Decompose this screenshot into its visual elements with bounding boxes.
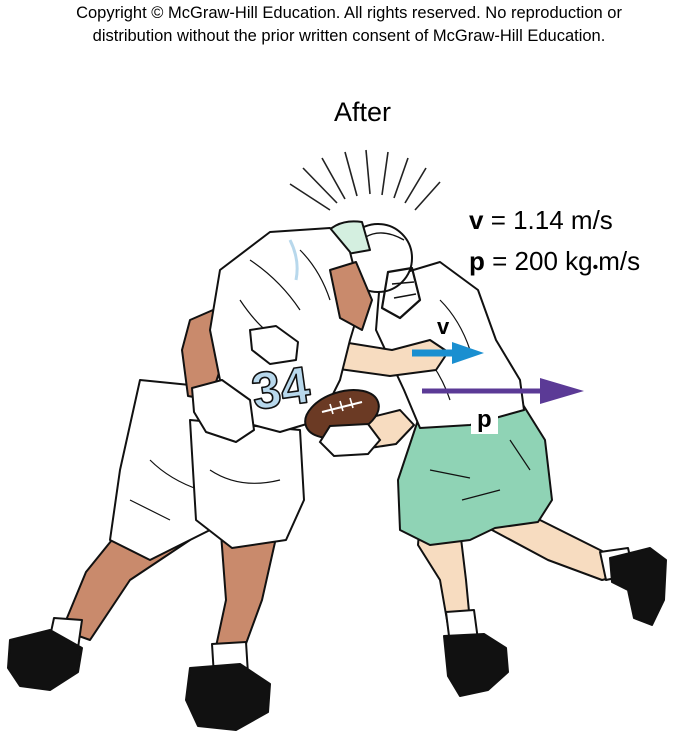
football-icon xyxy=(304,389,382,458)
tackler-left-shoe xyxy=(7,629,83,691)
diagram-title: After xyxy=(334,97,392,127)
carrier-jersey xyxy=(375,261,525,429)
jersey-number: 34 xyxy=(248,356,313,421)
momentum-unit-dot: • xyxy=(592,259,599,276)
carrier-back-shoe xyxy=(609,547,667,626)
momentum-vector-label: p xyxy=(471,406,498,434)
tackler-right-pants xyxy=(189,419,305,549)
copyright-line-2: distribution without the prior written c… xyxy=(92,27,606,45)
velocity-symbol: v xyxy=(469,205,484,235)
carrier-front-shoe xyxy=(443,633,509,697)
tackler-neck xyxy=(329,261,373,331)
carrier-green-pants xyxy=(397,399,553,546)
tackler-right-glove xyxy=(249,325,299,365)
impact-burst xyxy=(289,149,441,211)
momentum-value-prefix: = 200 kg xyxy=(484,246,593,276)
velocity-value: = 1.14 m/s xyxy=(483,205,613,235)
carrier-facemask xyxy=(380,266,422,320)
momentum-arrow xyxy=(422,378,584,404)
copyright-line-1: Copyright © McGraw-Hill Education. All r… xyxy=(76,4,622,22)
momentum-value-suffix: m/s xyxy=(598,246,641,276)
tackler-left-glove xyxy=(191,379,255,443)
momentum-symbol: p xyxy=(469,246,485,276)
tackler-right-shoe xyxy=(185,663,271,731)
copyright-notice: Copyright © McGraw-Hill Education. All r… xyxy=(0,2,698,48)
velocity-arrow xyxy=(412,342,484,364)
velocity-equation: v = 1.14 m/s xyxy=(469,205,613,236)
velocity-vector-label: v xyxy=(437,314,450,339)
carrier-glove xyxy=(318,422,382,458)
player-tackler: 34 xyxy=(7,220,373,731)
momentum-equation: p = 200 kg•m/s xyxy=(469,246,640,277)
